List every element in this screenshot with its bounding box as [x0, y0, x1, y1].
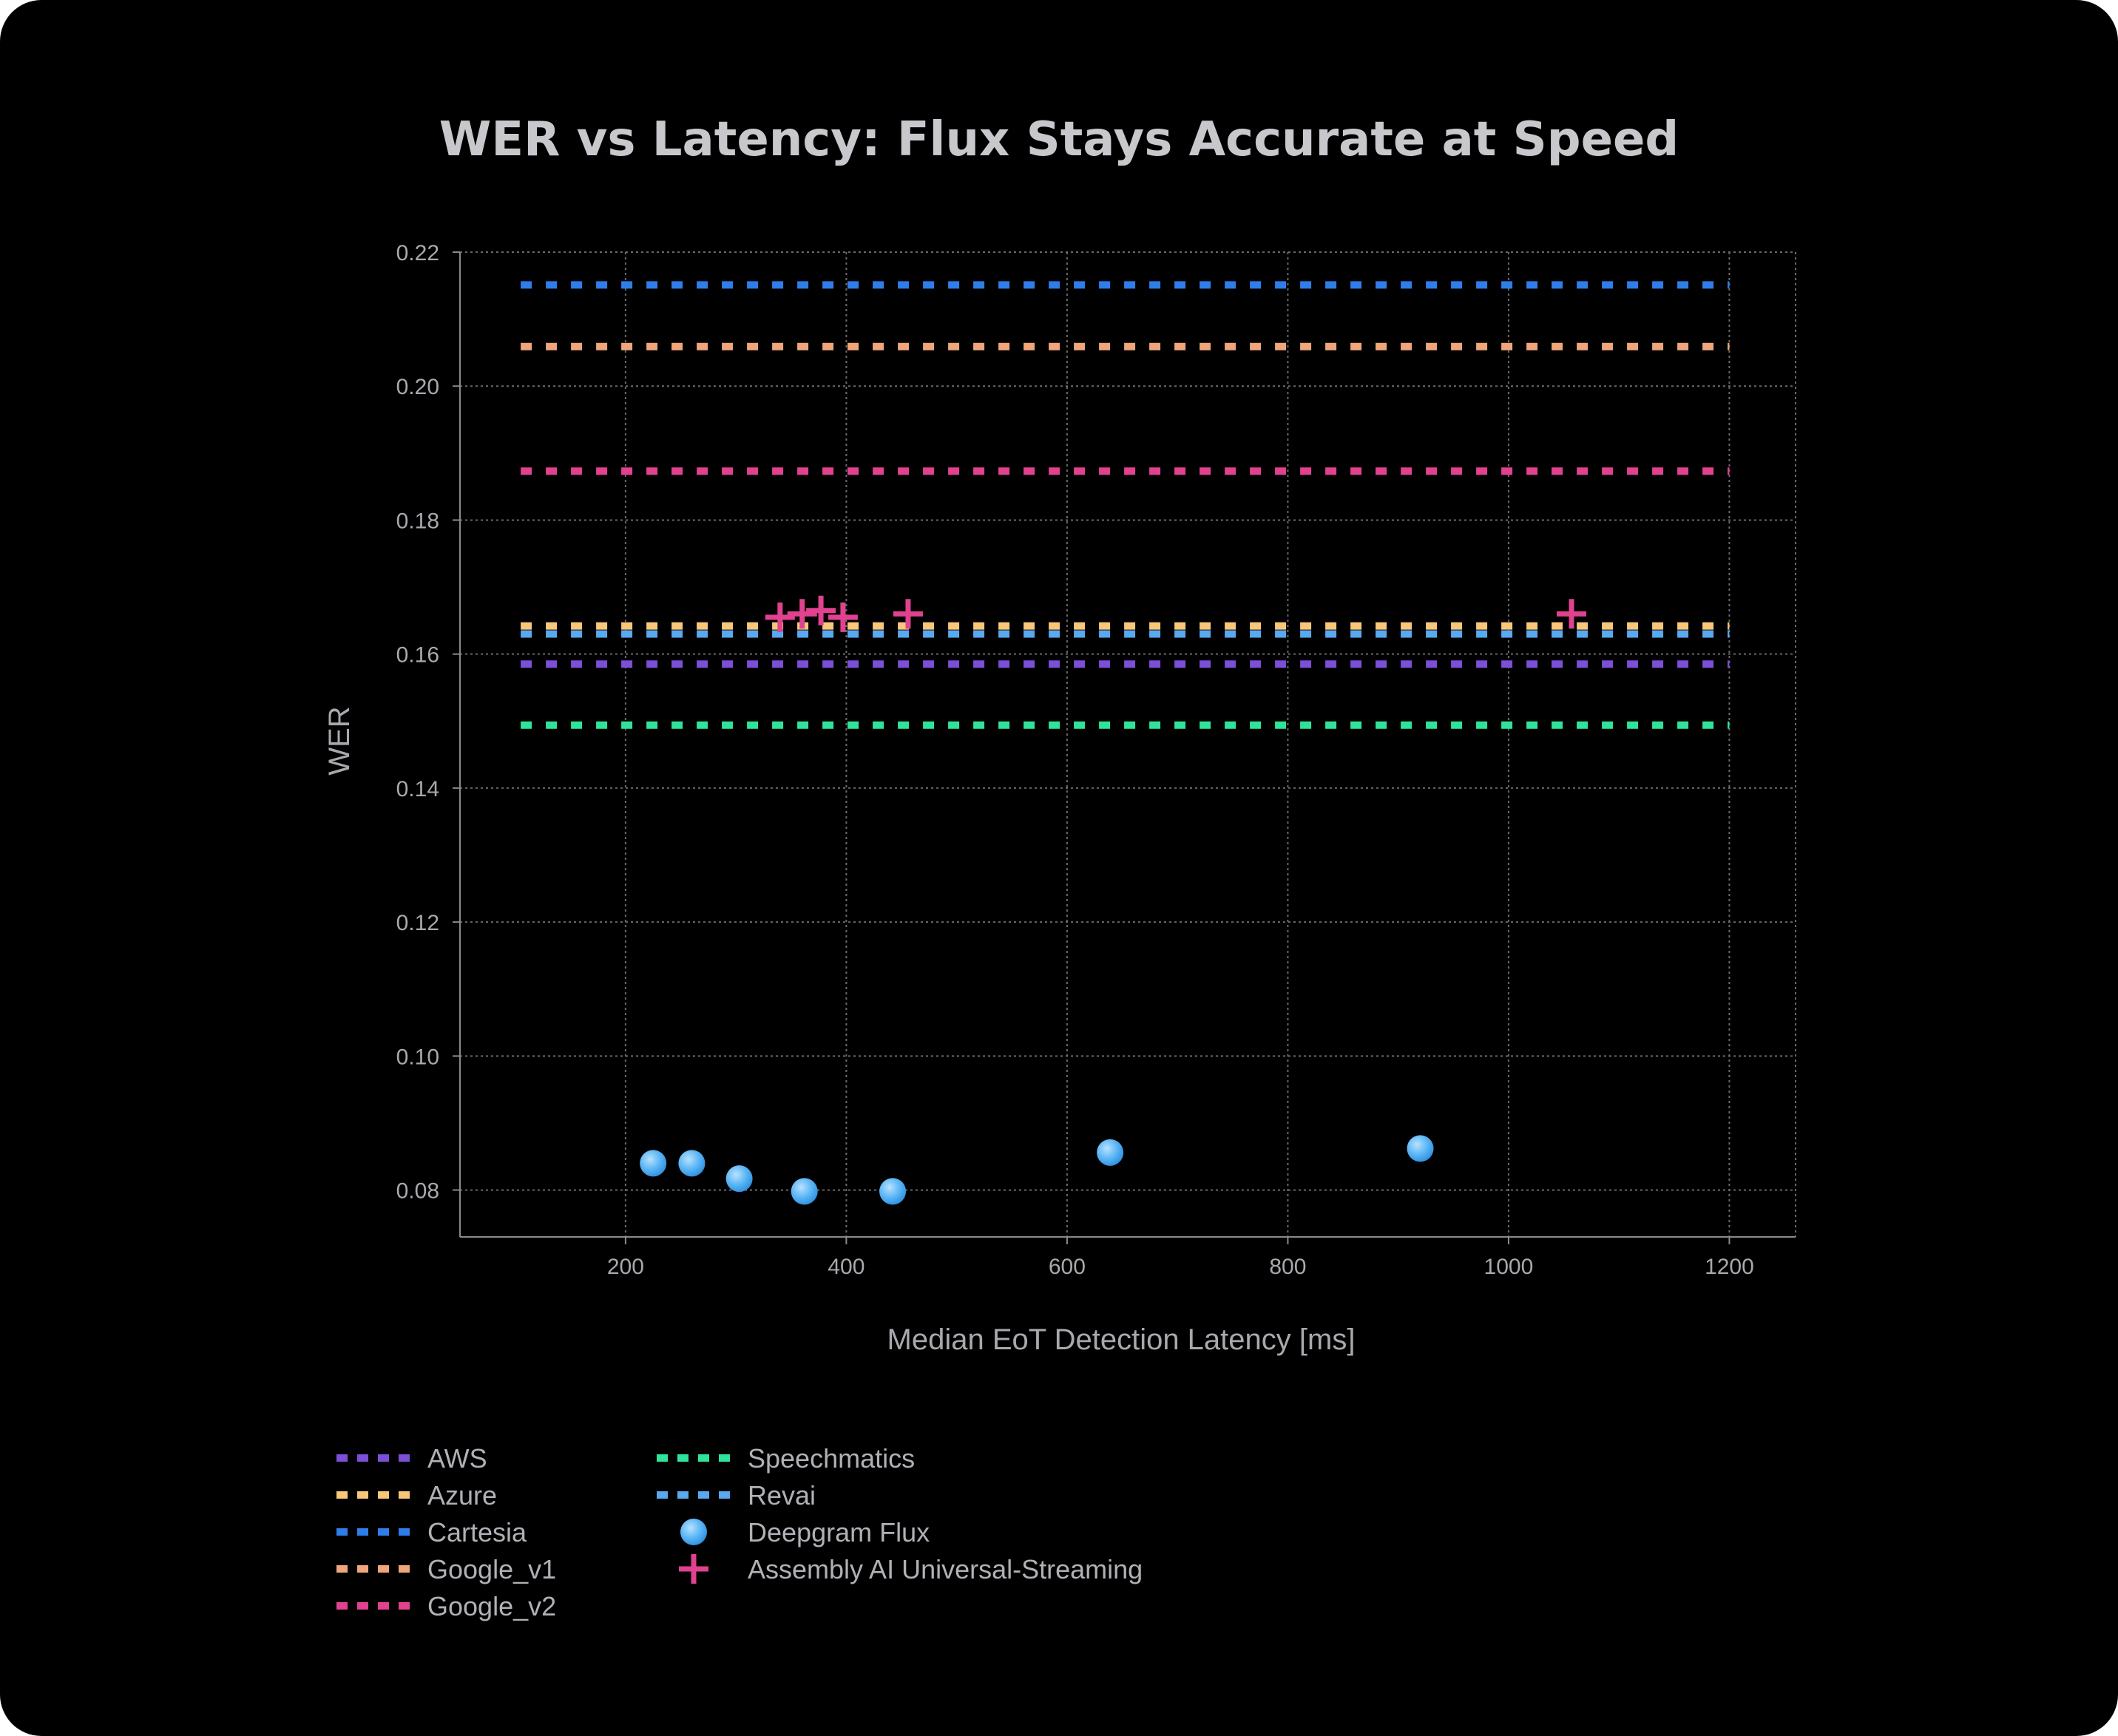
y-tick-label: 0.10: [396, 1045, 439, 1069]
legend-swatch: [680, 1519, 707, 1545]
legend-item: Azure: [336, 1480, 497, 1510]
x-tick-label: 200: [607, 1255, 644, 1279]
y-tick-label: 0.14: [396, 777, 439, 801]
legend-label: Azure: [427, 1480, 497, 1510]
y-tick-label: 0.20: [396, 375, 439, 399]
y-tick-label: 0.16: [396, 643, 439, 668]
chart-title: WER vs Latency: Flux Stays Accurate at S…: [439, 112, 1679, 167]
data-points: [640, 595, 1587, 1205]
y-tick-label: 0.18: [396, 509, 439, 533]
legend-label: Cartesia: [427, 1517, 527, 1547]
legend-item: Speechmatics: [657, 1443, 915, 1474]
legend-label: AWS: [427, 1443, 487, 1474]
flux-point: [640, 1150, 667, 1177]
flux-point: [791, 1178, 818, 1205]
y-tick-label: 0.08: [396, 1179, 439, 1204]
y-axis-label: WER: [323, 706, 356, 775]
legend-label: Deepgram Flux: [748, 1517, 930, 1547]
legend-label: Speechmatics: [748, 1443, 915, 1474]
legend-label: Google_v1: [427, 1554, 556, 1584]
legend-label: Assembly AI Universal-Streaming: [748, 1554, 1143, 1584]
axes: 200 400 600 800 1000 1200 0.08 0.10 0.12 0.14 0.16…: [396, 241, 1796, 1279]
assembly-point: [806, 595, 836, 625]
reference-lines: [521, 281, 1730, 729]
x-tick-label: 600: [1049, 1255, 1086, 1279]
legend-item: Deepgram Flux: [680, 1517, 930, 1547]
assembly-point: [765, 602, 795, 632]
grid: [460, 251, 1796, 1237]
y-tick-label: 0.12: [396, 911, 439, 935]
flux-point: [678, 1150, 706, 1177]
x-tick-label: 800: [1269, 1255, 1306, 1279]
flux-point: [1407, 1135, 1434, 1162]
legend-item: Assembly AI Universal-Streaming: [679, 1554, 1143, 1584]
flux-point: [725, 1165, 753, 1193]
legend: AWS Azure Cartesia Google_v1 Google_v2 Speech…: [336, 1443, 1143, 1621]
flux-point: [879, 1178, 907, 1205]
assembly-point: [893, 599, 923, 629]
legend-item: Google_v1: [336, 1554, 556, 1584]
x-axis-label: Median EoT Detection Latency [ms]: [887, 1323, 1356, 1356]
x-tick-label: 400: [828, 1255, 865, 1279]
legend-swatch: [679, 1554, 708, 1584]
legend-item: Google_v2: [336, 1591, 556, 1621]
flux-point: [1097, 1139, 1124, 1166]
assembly-point: [828, 602, 858, 632]
x-tick-label: 1000: [1484, 1255, 1534, 1279]
legend-label: Revai: [748, 1480, 816, 1510]
y-tick-label: 0.22: [396, 241, 439, 265]
legend-item: Revai: [657, 1480, 816, 1510]
legend-label: Google_v2: [427, 1591, 556, 1621]
x-tick-label: 1200: [1705, 1255, 1754, 1279]
assembly-point: [787, 599, 817, 629]
legend-item: Cartesia: [336, 1517, 527, 1547]
assembly-point: [1557, 599, 1587, 629]
legend-item: AWS: [336, 1443, 487, 1474]
